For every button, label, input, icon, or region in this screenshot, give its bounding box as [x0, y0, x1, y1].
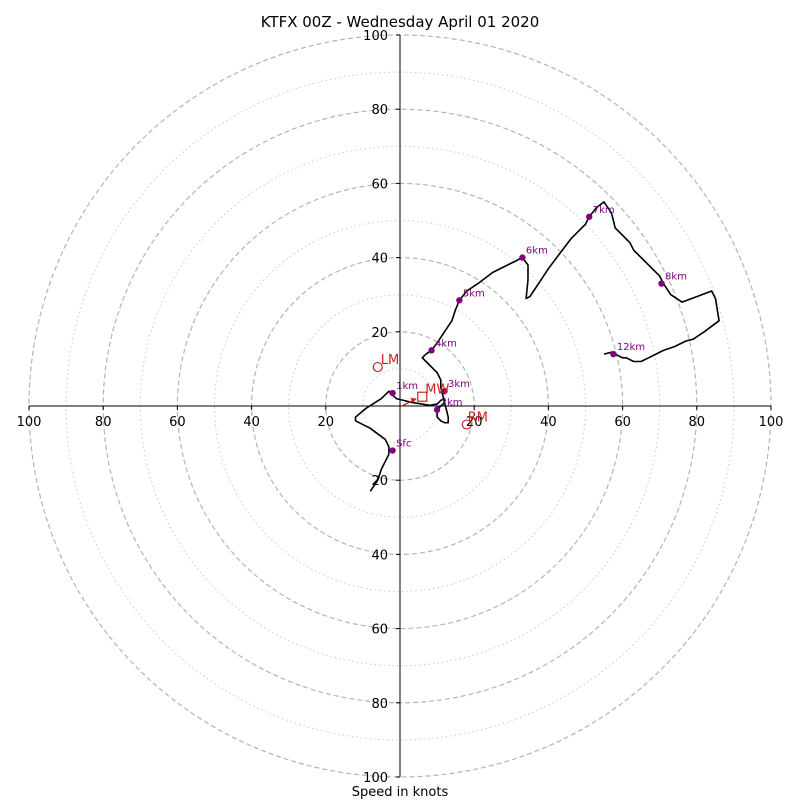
mean-wind-marker: [417, 391, 428, 402]
speed-units-label: Speed in knots: [352, 785, 449, 800]
height-marker-dot: [586, 213, 593, 220]
x-tick-label: 60: [169, 415, 186, 430]
hodograph-trace-layer: [354, 201, 720, 492]
y-tick-label: 40: [371, 252, 388, 267]
right-mover-marker: [461, 419, 472, 430]
height-marker-label: 1km: [396, 381, 418, 392]
height-marker-label: 4km: [435, 338, 457, 349]
height-marker-dot: [428, 347, 435, 354]
height-marker-label: 5km: [463, 288, 485, 299]
height-marker-label: 8km: [665, 272, 687, 283]
height-marker-dot: [519, 254, 526, 261]
height-markers: Sfc 1km 2km 3km 4km 5km 6km 7km 8km 12km: [389, 205, 687, 454]
storm-motion-arrowhead: [410, 397, 417, 403]
y-tick-label: 100: [363, 771, 388, 786]
x-tick-label: 20: [466, 415, 483, 430]
left-mover-label: LM: [381, 353, 399, 368]
height-marker-label: 7km: [593, 205, 615, 216]
x-tick-label: 100: [17, 415, 42, 430]
y-tick-label: 60: [371, 623, 388, 638]
height-marker-dot: [389, 447, 396, 454]
height-marker-dot: [658, 280, 665, 287]
x-tick-label: 80: [689, 415, 706, 430]
height-marker-label: 3km: [448, 379, 470, 390]
x-tick-label: 40: [540, 415, 557, 430]
hodograph-trace: [354, 201, 720, 492]
height-marker-dot: [610, 350, 617, 358]
y-tick-label: 40: [371, 548, 388, 563]
x-tick-label: 20: [318, 415, 335, 430]
height-marker-dot: [456, 297, 463, 304]
height-marker-label: 12km: [617, 342, 645, 353]
axes: [29, 35, 771, 777]
height-marker-label: Sfc: [396, 439, 411, 450]
right-mover-label: RM: [468, 411, 488, 426]
height-marker-dot: [433, 406, 441, 413]
height-marker-dot: [389, 389, 396, 397]
y-tick-label: 20: [371, 474, 388, 489]
tick-labels: 100 80 60 40 20 20 40 60 80 100 100 80 60 40 20 20 40 60 8…: [17, 29, 784, 786]
mean-wind-label: MW: [425, 383, 449, 398]
y-tick-label: 80: [371, 697, 388, 712]
chart-title: KTFX 00Z - Wednesday April 01 2020: [261, 13, 540, 31]
left-mover-marker: [372, 361, 383, 373]
height-marker-dot: [441, 387, 448, 395]
y-tick-label: 20: [371, 326, 388, 341]
x-tick-label: 40: [243, 415, 260, 430]
height-marker-label: 6km: [526, 246, 548, 257]
x-tick-label: 80: [95, 415, 112, 430]
x-tick-label: 60: [614, 415, 631, 430]
y-tick-label: 80: [371, 103, 388, 118]
y-tick-label: 100: [363, 29, 388, 44]
y-tick-label: 60: [371, 177, 388, 192]
x-tick-label: 100: [759, 415, 784, 430]
storm-motion-markers: LM RM MW: [372, 353, 488, 430]
height-marker-label: 2km: [441, 398, 463, 409]
